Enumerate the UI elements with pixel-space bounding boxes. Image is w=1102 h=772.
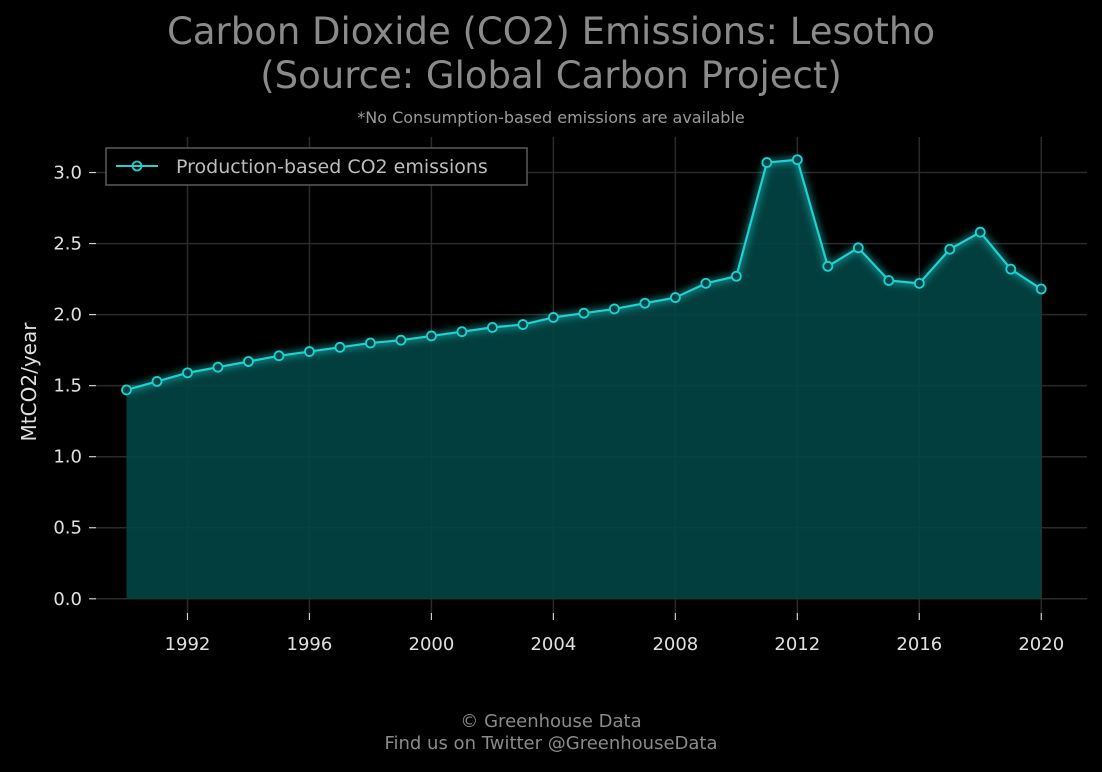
y-tick-label: 0.0: [53, 589, 82, 610]
chart-subtitle: *No Consumption-based emissions are avai…: [357, 108, 745, 127]
data-point: [852, 242, 864, 254]
x-tick-label: 1992: [165, 634, 211, 655]
x-tick-label: 1996: [287, 634, 333, 655]
x-tick-label: 2004: [530, 634, 576, 655]
data-point: [944, 243, 956, 255]
y-tick-label: 2.0: [53, 305, 82, 326]
data-point: [212, 361, 224, 373]
data-point: [426, 330, 437, 342]
y-tick-label: 1.5: [53, 376, 82, 397]
chart-title: Carbon Dioxide (CO2) Emissions: Lesotho …: [0, 10, 1102, 98]
data-point: [456, 326, 468, 338]
data-point: [517, 319, 529, 330]
legend-label: Production-based CO2 emissions: [176, 156, 488, 178]
axis-layer: 1992 1996 2000 2004 2008 2012 2016 2020 0.0 0.5 1.…: [53, 163, 1064, 655]
x-tick-label: 2000: [409, 634, 455, 655]
data-point: [334, 341, 346, 353]
data-point: [486, 321, 498, 333]
y-tick-label: 1.0: [53, 447, 82, 468]
data-point: [883, 275, 895, 286]
legend-marker-icon: [131, 160, 143, 172]
y-axis-label: MtCO2/year: [17, 322, 41, 442]
footer: © Greenhouse Data Find us on Twitter @Gr…: [0, 711, 1102, 755]
footer-twitter: Find us on Twitter @GreenhouseData: [384, 733, 718, 754]
x-tick-label: 2016: [896, 634, 942, 655]
legend-box: [105, 147, 528, 186]
x-tick-label: 2020: [1018, 634, 1064, 655]
data-point: [547, 312, 559, 323]
area-layer: [126, 159, 1042, 599]
data-point: [730, 270, 742, 282]
x-tick-label: 2008: [652, 634, 698, 655]
data-point: [822, 260, 834, 272]
data-point: [669, 292, 681, 303]
y-tick-label: 0.5: [53, 518, 82, 539]
data-point: [395, 334, 407, 346]
chart-title-line1: Carbon Dioxide (CO2) Emissions: Lesotho: [166, 10, 935, 53]
data-point: [608, 303, 620, 315]
data-point: [304, 346, 315, 357]
legend: Production-based CO2 emissions: [105, 147, 528, 186]
data-point: [761, 157, 773, 168]
data-point: [1035, 283, 1047, 295]
chart-title-line2: (Source: Global Carbon Project): [260, 54, 842, 97]
data-point: [121, 384, 132, 396]
line-layer: [121, 154, 1047, 396]
x-tick-label: 2012: [774, 634, 820, 655]
data-point: [913, 277, 925, 289]
data-point: [273, 350, 285, 362]
data-point: [791, 154, 803, 166]
data-point: [243, 356, 254, 367]
data-point: [578, 307, 590, 319]
data-point: [151, 375, 163, 387]
data-point: [1005, 263, 1017, 275]
data-point: [639, 297, 651, 309]
y-tick-label: 3.0: [53, 163, 82, 184]
data-point: [182, 367, 193, 379]
footer-copyright: © Greenhouse Data: [460, 711, 642, 732]
y-tick-label: 2.5: [53, 234, 82, 255]
data-point: [365, 337, 376, 349]
data-point: [700, 277, 712, 289]
data-point: [974, 226, 986, 238]
chart-canvas: 1992 1996 2000 2004 2008 2012 2016 2020 0.0 0.5 1.…: [17, 137, 1087, 655]
emissions-area-fill: [126, 159, 1042, 599]
